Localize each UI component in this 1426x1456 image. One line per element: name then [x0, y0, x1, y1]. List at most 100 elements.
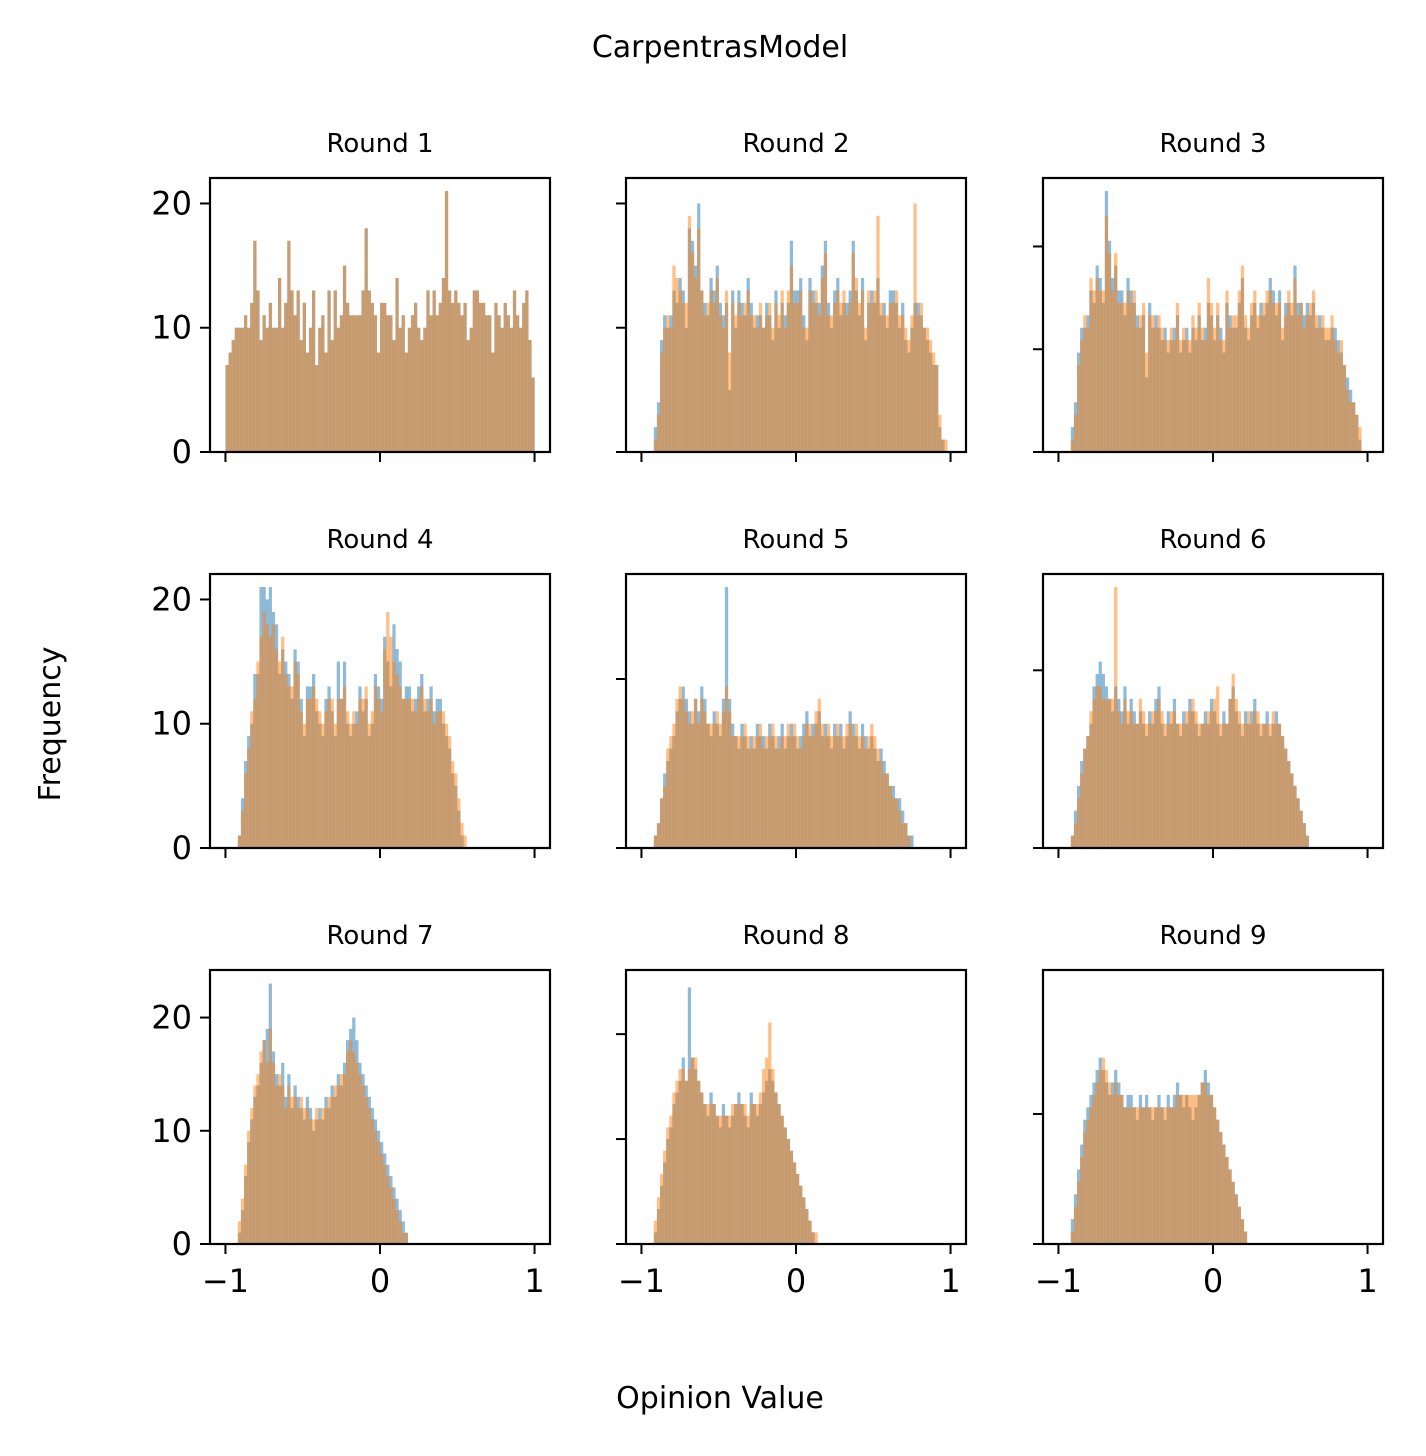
histogram-bar: [873, 290, 877, 452]
histogram-bar: [1175, 1094, 1180, 1244]
histogram-bar: [1185, 340, 1189, 452]
histogram-bar: [808, 1220, 812, 1244]
histogram-bar: [432, 290, 436, 452]
histogram-bar: [389, 315, 393, 452]
histogram-bar: [734, 315, 738, 452]
histogram-bar: [820, 723, 824, 848]
histogram-bar: [721, 1115, 726, 1244]
histogram-bar: [783, 1127, 787, 1244]
histogram-bar: [752, 736, 756, 848]
histogram-bar: [265, 1062, 269, 1244]
histogram-bar: [1237, 1206, 1241, 1244]
histogram-bar: [728, 1115, 732, 1244]
histogram-bar: [278, 278, 282, 452]
histogram-bar: [1228, 1169, 1232, 1244]
histogram-bar: [1315, 315, 1319, 452]
histogram-bar: [398, 1221, 402, 1244]
histogram-bar: [296, 290, 300, 452]
histogram-bar: [1154, 327, 1158, 452]
histogram-bar: [460, 315, 464, 452]
histogram-bar: [894, 290, 899, 452]
histogram-panel: Round 2: [616, 129, 968, 462]
histogram-bar: [1200, 327, 1204, 452]
histogram-bar: [1225, 1157, 1229, 1244]
histogram-bar: [1188, 1094, 1192, 1244]
y-tick-label: 10: [151, 1112, 192, 1150]
histogram-bar: [237, 327, 242, 452]
histogram-bar: [1117, 1094, 1121, 1244]
histogram-bar: [656, 1197, 661, 1244]
histogram-series: [237, 611, 467, 848]
histogram-bar: [389, 636, 393, 848]
histogram-bar: [1231, 315, 1235, 452]
histogram-bar: [244, 315, 248, 452]
panel-title: Round 7: [326, 921, 433, 951]
histogram-bar: [898, 810, 902, 848]
histogram-bar: [376, 1142, 381, 1244]
histogram-bar: [401, 315, 405, 452]
histogram-bar: [516, 315, 520, 452]
histogram-bar: [814, 711, 818, 848]
histogram-bar: [250, 711, 254, 848]
histogram-bar: [823, 253, 828, 452]
histogram-bar: [1157, 698, 1161, 848]
histogram-bar: [1141, 711, 1146, 848]
histogram-bar: [1101, 290, 1105, 452]
histogram-bar: [1148, 1107, 1152, 1244]
histogram-bar: [253, 240, 257, 452]
histogram-bar: [811, 302, 815, 452]
histogram-bar: [728, 711, 732, 848]
histogram-bar: [1114, 1082, 1118, 1244]
histogram-bar: [1157, 315, 1161, 452]
histogram-bar: [687, 215, 692, 452]
histogram-bar: [392, 661, 396, 848]
histogram-bar: [265, 624, 269, 848]
histogram-bar: [910, 315, 914, 452]
histogram-bar: [525, 290, 529, 452]
histogram-bar: [367, 723, 371, 848]
panel-title: Round 6: [1159, 525, 1266, 555]
histogram-bar: [792, 1162, 797, 1244]
histogram-bar: [805, 1209, 809, 1244]
histogram-bar: [1129, 302, 1133, 452]
histogram-bar: [758, 302, 763, 452]
histogram-bar: [330, 698, 334, 848]
histogram-bar: [460, 823, 464, 848]
histogram-bar: [386, 611, 390, 848]
histogram-bar: [1240, 265, 1245, 452]
histogram-bar: [299, 711, 303, 848]
histogram-bar: [1197, 1094, 1201, 1244]
histogram-bar: [758, 723, 763, 848]
histogram-bar: [1107, 1082, 1112, 1244]
histogram-bar: [420, 340, 424, 452]
histogram-bar: [330, 1096, 334, 1244]
histogram-bar: [383, 1164, 387, 1244]
histogram-bar: [792, 302, 797, 452]
histogram-bar: [669, 736, 673, 848]
histogram-bar: [1271, 302, 1275, 452]
histogram-bar: [1092, 698, 1096, 848]
histogram-bar: [380, 302, 384, 452]
histogram-panel: Round 6: [1033, 525, 1385, 858]
histogram-bar: [1132, 290, 1136, 452]
histogram-bar: [817, 698, 821, 848]
histogram-bar: [349, 315, 353, 452]
histogram-bar: [1151, 1107, 1155, 1244]
histogram-bar: [287, 686, 291, 848]
histogram-bar: [694, 278, 698, 452]
histogram-bar: [845, 723, 849, 848]
histogram-bar: [509, 327, 514, 452]
histogram-bar: [805, 327, 809, 452]
histogram-bar: [284, 1108, 288, 1244]
histogram-bar: [904, 327, 908, 452]
histogram-bar: [284, 302, 288, 452]
histogram-bar: [435, 711, 439, 848]
histogram-bar: [271, 327, 276, 452]
histogram-bar: [1228, 698, 1232, 848]
histogram-bar: [777, 1104, 781, 1244]
histogram-bar: [783, 327, 787, 452]
histogram-bar: [1169, 327, 1173, 452]
histogram-bar: [1120, 302, 1124, 452]
histogram-bar: [485, 315, 489, 452]
histogram-bar: [1349, 402, 1353, 452]
